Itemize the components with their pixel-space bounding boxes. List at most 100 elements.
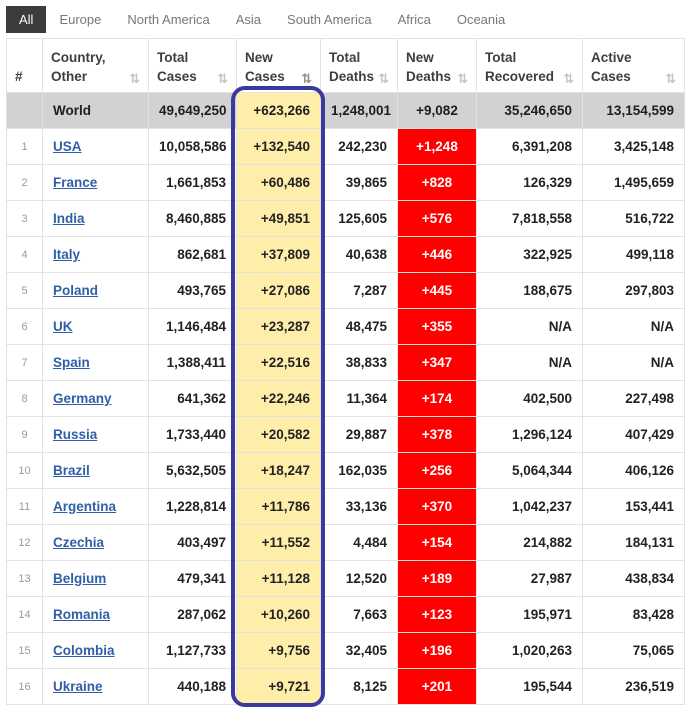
country-link[interactable]: India (53, 211, 85, 226)
cell-rank: 4 (6, 236, 43, 273)
cell-country: Romania (42, 596, 149, 633)
cell-new-deaths: +256 (397, 452, 477, 489)
column-header-new-cases[interactable]: New Cases ⇅ (236, 38, 321, 93)
header-label: Total (157, 49, 189, 65)
country-link[interactable]: Argentina (53, 499, 117, 514)
cell-country: Czechia (42, 524, 149, 561)
cell-total-cases: 440,188 (148, 668, 237, 705)
table-row: 4 Italy 862,681 +37,809 40,638 +446 322,925 499… (6, 236, 685, 273)
cell-country: USA (42, 128, 149, 165)
cell-rank: 1 (6, 128, 43, 165)
tab-all[interactable]: All (6, 6, 47, 33)
country-link[interactable]: UK (53, 319, 73, 334)
column-header-country[interactable]: Country, Other ⇅ (42, 38, 149, 93)
cell-new-deaths: +201 (397, 668, 477, 705)
cell-active-cases: 3,425,148 (582, 128, 685, 165)
cell-total-deaths: 242,230 (320, 128, 398, 165)
tab-north-america[interactable]: North America (127, 12, 210, 27)
sort-icon[interactable]: ⇅ (129, 71, 140, 86)
sort-icon[interactable]: ⇅ (378, 71, 389, 86)
header-label: Recovered (485, 69, 555, 85)
country-link[interactable]: Ukraine (53, 679, 103, 694)
tab-europe[interactable]: Europe (59, 12, 102, 27)
cell-total-deaths: 1,248,001 (320, 92, 398, 129)
cell-total-deaths: 7,287 (320, 272, 398, 309)
cell-country: Italy (42, 236, 149, 273)
cell-new-cases: +9,721 (236, 668, 321, 705)
cell-total-deaths: 11,364 (320, 380, 398, 417)
cell-country: Russia (42, 416, 149, 453)
table-body: World 49,649,250 +623,266 1,248,001 +9,082 35… (6, 92, 685, 705)
cell-new-deaths: +378 (397, 416, 477, 453)
country-link[interactable]: Colombia (53, 643, 115, 658)
tab-oceania[interactable]: Oceania (456, 12, 506, 27)
country-link[interactable]: Germany (53, 391, 112, 406)
cell-total-recovered: 27,987 (476, 560, 583, 597)
cell-new-deaths: +446 (397, 236, 477, 273)
sort-icon[interactable]: ⇅ (563, 71, 574, 86)
country-link[interactable]: Czechia (53, 535, 105, 550)
table-row: 16 Ukraine 440,188 +9,721 8,125 +201 195,544 23… (6, 668, 685, 705)
cell-country: France (42, 164, 149, 201)
sort-icon[interactable]: ⇅ (457, 71, 468, 86)
country-link[interactable]: USA (53, 139, 82, 154)
column-header-active-cases[interactable]: Active Cases ⇅ (582, 38, 685, 93)
cell-active-cases: 499,118 (582, 236, 685, 273)
cell-active-cases: 153,441 (582, 488, 685, 525)
tab-south-america[interactable]: South America (287, 12, 372, 27)
sort-icon[interactable]: ⇅ (665, 71, 676, 86)
country-link[interactable]: Poland (53, 283, 99, 298)
column-header-total-recovered[interactable]: Total Recovered ⇅ (476, 38, 583, 93)
cell-total-recovered: 7,818,558 (476, 200, 583, 237)
cell-active-cases: N/A (582, 344, 685, 381)
cell-rank: 8 (6, 380, 43, 417)
cell-rank: 3 (6, 200, 43, 237)
cell-total-recovered: 1,042,237 (476, 488, 583, 525)
cell-total-cases: 1,733,440 (148, 416, 237, 453)
table-row: 12 Czechia 403,497 +11,552 4,484 +154 214,882 1… (6, 524, 685, 561)
cell-rank: 13 (6, 560, 43, 597)
header-label: Total (485, 49, 517, 65)
cell-active-cases: 438,834 (582, 560, 685, 597)
cell-new-deaths: +123 (397, 596, 477, 633)
header-label: New (245, 49, 273, 65)
cell-active-cases: 297,803 (582, 272, 685, 309)
continent-tabs: All Europe North America Asia South Amer… (6, 6, 684, 33)
column-header-total-deaths[interactable]: Total Deaths ⇅ (320, 38, 398, 93)
country-link[interactable]: Brazil (53, 463, 90, 478)
tab-africa[interactable]: Africa (397, 12, 431, 27)
covid-stats-table: # Country, Other ⇅ Total Cases (6, 38, 685, 705)
table-row: 14 Romania 287,062 +10,260 7,663 +123 195,971 8… (6, 596, 685, 633)
sort-icon[interactable]: ⇅ (301, 71, 312, 86)
cell-rank (6, 92, 43, 129)
cell-total-cases: 1,388,411 (148, 344, 237, 381)
country-link[interactable]: Romania (53, 607, 111, 622)
world-row: World 49,649,250 +623,266 1,248,001 +9,082 35… (6, 92, 685, 129)
cell-active-cases: 83,428 (582, 596, 685, 633)
country-link[interactable]: Belgium (53, 571, 107, 586)
table-row: 10 Brazil 5,632,505 +18,247 162,035 +256 5,064… (6, 452, 685, 489)
cell-new-cases: +623,266 (236, 92, 321, 129)
country-link[interactable]: France (53, 175, 98, 190)
sort-icon[interactable]: ⇅ (217, 71, 228, 86)
cell-active-cases: 227,498 (582, 380, 685, 417)
column-header-rank: # (6, 38, 43, 93)
cell-new-cases: +11,128 (236, 560, 321, 597)
cell-total-cases: 479,341 (148, 560, 237, 597)
country-link[interactable]: Italy (53, 247, 81, 262)
table-row: 2 France 1,661,853 +60,486 39,865 +828 126,329… (6, 164, 685, 201)
tab-asia[interactable]: Asia (235, 12, 262, 27)
table-row: 3 India 8,460,885 +49,851 125,605 +576 7,818,5… (6, 200, 685, 237)
cell-total-recovered: 35,246,650 (476, 92, 583, 129)
column-header-total-cases[interactable]: Total Cases ⇅ (148, 38, 237, 93)
cell-total-deaths: 4,484 (320, 524, 398, 561)
country-link[interactable]: Spain (53, 355, 90, 370)
header-label: New (406, 49, 434, 65)
cell-total-cases: 10,058,586 (148, 128, 237, 165)
cell-new-cases: +11,552 (236, 524, 321, 561)
cell-total-deaths: 33,136 (320, 488, 398, 525)
country-link[interactable]: Russia (53, 427, 98, 442)
header-row: # Country, Other ⇅ Total Cases (6, 38, 685, 93)
column-header-new-deaths[interactable]: New Deaths ⇅ (397, 38, 477, 93)
